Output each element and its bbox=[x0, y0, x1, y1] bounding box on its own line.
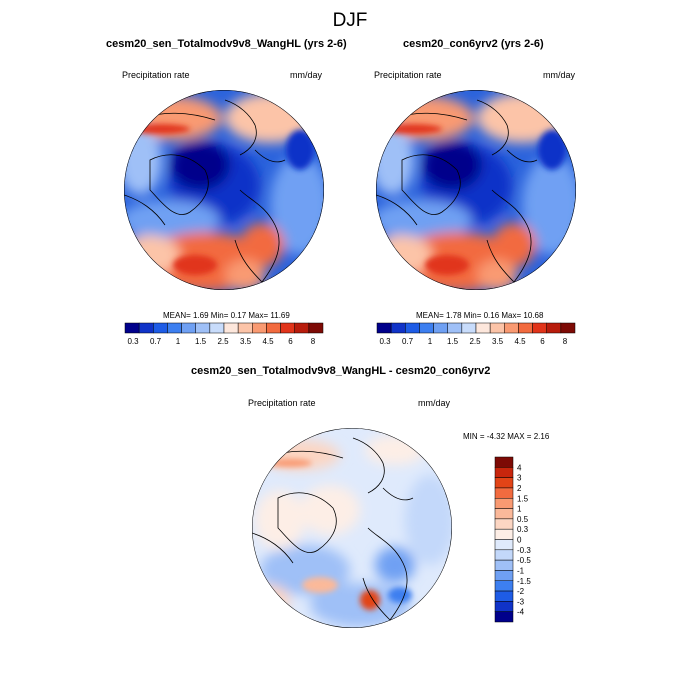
panel1-colorbar: 0.3 0.7 1 1.5 2.5 3.5 4.5 6 8 bbox=[124, 322, 324, 346]
colorbar-box bbox=[294, 322, 310, 334]
panel1-map bbox=[124, 90, 324, 290]
colorbar-box bbox=[195, 322, 211, 334]
colorbar-label: -1.5 bbox=[517, 577, 531, 586]
panel2-map bbox=[376, 90, 576, 290]
colorbar-label: 0.3 bbox=[127, 337, 139, 346]
colorbar-box bbox=[419, 322, 434, 334]
colorbar-box bbox=[237, 322, 253, 334]
colorbar-label: 1 bbox=[176, 337, 181, 346]
panel3-variable: Precipitation rate bbox=[248, 398, 316, 408]
colorbar-box bbox=[494, 549, 514, 561]
colorbar-label: 2 bbox=[517, 484, 522, 493]
colorbar-label: 8 bbox=[563, 337, 568, 346]
colorbar-box bbox=[494, 518, 514, 530]
colorbar-label: 6 bbox=[540, 337, 545, 346]
colorbar-box bbox=[518, 322, 533, 334]
colorbar-box bbox=[124, 322, 140, 334]
colorbar-box bbox=[494, 528, 514, 540]
colorbar-box bbox=[494, 601, 514, 612]
colorbar-box bbox=[494, 508, 514, 520]
colorbar-label: 1 bbox=[428, 337, 433, 346]
colorbar-box bbox=[494, 590, 514, 602]
panel2-title: cesm20_con6yrv2 (yrs 2-6) bbox=[403, 38, 544, 50]
colorbar-box bbox=[181, 322, 196, 334]
difference-colorbar: 4 321.5 10.50.3 0-0.3-0.5-1 -1.5-2-3 -4 bbox=[494, 456, 531, 623]
panel2-units: mm/day bbox=[543, 70, 576, 80]
colorbar-label: 4.5 bbox=[514, 337, 526, 346]
figure-title: DJF bbox=[332, 10, 368, 31]
colorbar-label: 0.5 bbox=[517, 515, 529, 524]
panel3-title: cesm20_sen_Totalmodv9v8_WangHL - cesm20_… bbox=[191, 365, 491, 377]
colorbar-box bbox=[447, 322, 463, 334]
panel2-stats: MEAN= 1.78 Min= 0.16 Max= 10.68 bbox=[416, 311, 544, 320]
colorbar-box bbox=[494, 467, 514, 478]
colorbar-box bbox=[494, 477, 514, 489]
colorbar-box bbox=[376, 322, 392, 334]
colorbar-label: 0.7 bbox=[150, 337, 162, 346]
colorbar-label: -3 bbox=[517, 597, 525, 606]
colorbar-box bbox=[494, 559, 514, 571]
colorbar-label: 1 bbox=[517, 505, 522, 514]
colorbar-box bbox=[461, 322, 477, 334]
colorbar-box bbox=[560, 322, 576, 334]
colorbar-label: 0.3 bbox=[517, 525, 529, 534]
colorbar-box bbox=[504, 322, 519, 334]
colorbar-box bbox=[489, 322, 505, 334]
panel3-map bbox=[252, 428, 452, 628]
panel1-stats: MEAN= 1.69 Min= 0.17 Max= 11.69 bbox=[163, 311, 290, 320]
colorbar-box bbox=[405, 322, 420, 334]
colorbar-box bbox=[494, 456, 514, 468]
colorbar-box bbox=[494, 611, 514, 623]
colorbar-box bbox=[167, 322, 182, 334]
panel1-variable: Precipitation rate bbox=[122, 70, 190, 80]
colorbar-label: 1.5 bbox=[517, 494, 529, 503]
panel3-stats: MIN = -4.32 MAX = 2.16 bbox=[463, 432, 550, 441]
colorbar-box bbox=[546, 322, 562, 334]
colorbar-label: -2 bbox=[517, 587, 525, 596]
colorbar-box bbox=[532, 322, 547, 334]
colorbar-label: -4 bbox=[517, 608, 525, 617]
colorbar-box bbox=[308, 322, 324, 334]
colorbar-label: 1.5 bbox=[447, 337, 459, 346]
colorbar-box bbox=[494, 580, 514, 592]
colorbar-label: 0.3 bbox=[379, 337, 391, 346]
colorbar-box bbox=[494, 487, 514, 499]
colorbar-box bbox=[280, 322, 295, 334]
colorbar-box bbox=[223, 322, 239, 334]
colorbar-label: 3.5 bbox=[240, 337, 252, 346]
panel1-units: mm/day bbox=[290, 70, 323, 80]
colorbar-label: -0.5 bbox=[517, 556, 531, 565]
colorbar-box bbox=[252, 322, 267, 334]
colorbar-label: 0.7 bbox=[402, 337, 414, 346]
colorbar-box bbox=[494, 498, 514, 509]
panel3-units: mm/day bbox=[418, 398, 451, 408]
colorbar-label: 2.5 bbox=[469, 337, 481, 346]
panel1-title: cesm20_sen_Totalmodv9v8_WangHL (yrs 2-6) bbox=[106, 38, 347, 50]
colorbar-box bbox=[209, 322, 225, 334]
colorbar-box bbox=[433, 322, 448, 334]
colorbar-label: 4 bbox=[517, 463, 522, 472]
colorbar-label: -1 bbox=[517, 566, 525, 575]
colorbar-box bbox=[494, 570, 514, 581]
colorbar-box bbox=[494, 539, 514, 551]
colorbar-label: 3.5 bbox=[492, 337, 504, 346]
colorbar-box bbox=[138, 322, 154, 334]
panel2-colorbar: 0.3 0.7 1 1.5 2.5 3.5 4.5 6 8 bbox=[376, 322, 576, 346]
colorbar-label: 3 bbox=[517, 474, 522, 483]
colorbar-box bbox=[390, 322, 406, 334]
colorbar-box bbox=[475, 322, 491, 334]
colorbar-label: 4.5 bbox=[262, 337, 274, 346]
colorbar-label: 6 bbox=[288, 337, 293, 346]
colorbar-box bbox=[266, 322, 281, 334]
colorbar-label: -0.3 bbox=[517, 546, 531, 555]
colorbar-box bbox=[153, 322, 168, 334]
panel2-variable: Precipitation rate bbox=[374, 70, 442, 80]
colorbar-label: 2.5 bbox=[217, 337, 229, 346]
colorbar-label: 0 bbox=[517, 536, 522, 545]
colorbar-label: 1.5 bbox=[195, 337, 207, 346]
colorbar-label: 8 bbox=[311, 337, 316, 346]
